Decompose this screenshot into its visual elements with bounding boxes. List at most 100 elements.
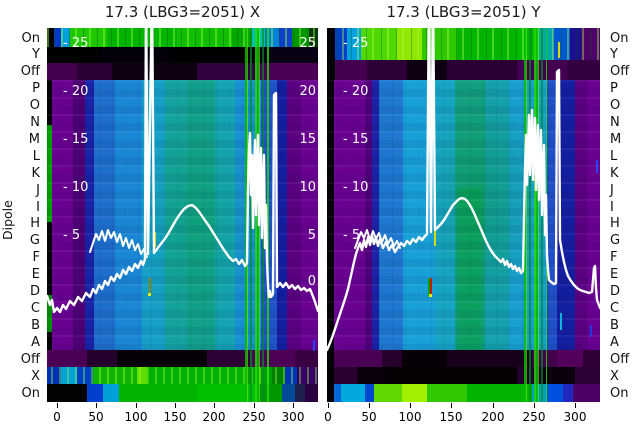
- beam-profile-trace: [47, 28, 318, 314]
- panel-title-x: 17.3 (LBG3=2051) X: [104, 3, 261, 21]
- beam-profile-curve: [47, 28, 318, 314]
- inner-ytick-layer: - 25 - 20 - 15 - 10 - 5 25 20 15 10 5 0: [47, 28, 318, 402]
- x-tick-label: 250: [242, 410, 266, 424]
- dipole-row-label: F: [610, 250, 618, 266]
- beam-profile-trace: [354, 229, 401, 249]
- row-labels-right: On Y Off P O N M L K J I H G F E D C B A Off X On: [610, 28, 640, 402]
- inner-ytick-layer: - 25 - 20 - 15 - 10 - 5: [327, 28, 600, 402]
- dipole-row-label: L: [32, 148, 40, 164]
- dipole-row-label: Y: [32, 47, 40, 63]
- x-tick-label: 200: [481, 410, 505, 424]
- dipole-row-label: B: [31, 317, 40, 333]
- x-tick-mark: [328, 403, 329, 408]
- dipole-row-label: J: [610, 182, 614, 198]
- heat-marker-dash: [560, 313, 562, 330]
- heat-marker-dash: [428, 278, 430, 296]
- heat-marker-dash: [429, 294, 432, 297]
- heat-marker-dash: [148, 293, 151, 296]
- x-tick-label: 50: [88, 410, 104, 424]
- beam-profile-trace: [327, 28, 600, 352]
- x-tick-mark: [57, 403, 58, 408]
- dipole-row-label: Off: [610, 351, 630, 367]
- heat-marker-dash: [434, 228, 436, 246]
- dipole-row-label: X: [31, 368, 40, 384]
- x-tick-label: 200: [202, 410, 226, 424]
- dipole-row-label: P: [32, 81, 40, 97]
- inner-ytick-left: - 10: [63, 180, 89, 195]
- dipole-row-label: I: [610, 199, 614, 215]
- heat-band-on-top: [327, 28, 600, 60]
- inner-ytick-right: 20: [299, 84, 316, 99]
- beam-profile-curve: [327, 28, 600, 352]
- x-tick-label: 0: [53, 410, 61, 424]
- dipole-row-label: X: [610, 368, 619, 384]
- heatmap-panel-x: - 25 - 20 - 15 - 10 - 5 25 20 15 10 5 0: [47, 28, 318, 402]
- inner-ytick-left: - 25: [343, 36, 369, 51]
- x-tick-label: 100: [124, 410, 148, 424]
- dipole-row-label: N: [610, 115, 620, 131]
- inner-ytick-left: - 25: [63, 36, 89, 51]
- x-tick-label: 300: [563, 410, 587, 424]
- heat-edge-strip: [327, 28, 334, 402]
- heatmap-panel-y: - 25 - 20 - 15 - 10 - 5: [327, 28, 600, 402]
- dipole-row-label: M: [28, 131, 40, 147]
- dipole-row-label: E: [610, 267, 619, 283]
- dipole-row-label: N: [30, 115, 40, 131]
- dipole-row-label: A: [31, 334, 40, 350]
- dipole-row-label: I: [36, 199, 40, 215]
- dipole-row-label: Off: [20, 64, 40, 80]
- x-tick-mark: [214, 403, 215, 408]
- inner-ytick-right: 5: [307, 228, 316, 243]
- x-tick-mark: [96, 403, 97, 408]
- x-tick-mark: [451, 403, 452, 408]
- x-tick-mark: [175, 403, 176, 408]
- dipole-row-label: M: [610, 131, 622, 147]
- inner-ytick-left: - 10: [343, 180, 369, 195]
- inner-ytick-right: 15: [299, 132, 316, 147]
- inner-ytick-left: - 5: [343, 228, 361, 243]
- panel-title-y: 17.3 (LBG3=2051) Y: [386, 3, 541, 21]
- heat-marker-dash: [596, 160, 598, 173]
- dipole-row-label: On: [610, 30, 629, 46]
- dipole-row-label: A: [610, 334, 619, 350]
- dipole-row-label: H: [610, 216, 620, 232]
- inner-ytick-right: 0: [307, 274, 316, 289]
- dipole-row-label: G: [610, 233, 621, 249]
- x-tick-label: 0: [324, 410, 332, 424]
- dipole-row-label: L: [610, 148, 618, 164]
- inner-ytick-left: - 15: [63, 132, 89, 147]
- heat-marker-dash: [590, 325, 592, 337]
- x-tick-mark: [493, 403, 494, 408]
- dipole-row-label: D: [29, 284, 40, 300]
- heat-texture: [327, 80, 600, 350]
- dipole-row-label: G: [29, 233, 40, 249]
- dipole-row-label: J: [36, 182, 40, 198]
- x-axis-right: 0 50 100 150 200 250 300: [324, 402, 600, 430]
- x-tick-label: 50: [361, 410, 377, 424]
- dipole-row-label: C: [610, 300, 620, 316]
- x-axis-left: 0 50 100 150 200 250 300: [47, 402, 318, 430]
- heat-marker-dash: [558, 42, 560, 58]
- dipole-row-label: B: [610, 317, 619, 333]
- beam-profile-trace: [89, 229, 148, 258]
- dipole-row-label: On: [21, 385, 40, 401]
- dipole-row-label: On: [21, 30, 40, 46]
- heat-marker-dash: [149, 278, 151, 295]
- x-tick-mark: [410, 403, 411, 408]
- dipole-row-label: On: [610, 385, 629, 401]
- inner-ytick-left: - 15: [343, 132, 369, 147]
- x-tick-mark: [136, 403, 137, 408]
- heat-green-column: [455, 188, 485, 350]
- dipole-row-label: E: [31, 267, 40, 283]
- dipole-row-label: D: [610, 284, 621, 300]
- dipole-row-label: K: [610, 165, 619, 181]
- heat-edge-strip: [47, 80, 52, 350]
- x-tick-label: 150: [439, 410, 463, 424]
- heat-marker-dash: [313, 340, 315, 351]
- dipole-row-label: H: [30, 216, 40, 232]
- x-tick-label: 150: [163, 410, 187, 424]
- inner-ytick-right: 10: [299, 180, 316, 195]
- dipole-row-label: K: [31, 165, 40, 181]
- inner-ytick-left: - 5: [63, 228, 81, 243]
